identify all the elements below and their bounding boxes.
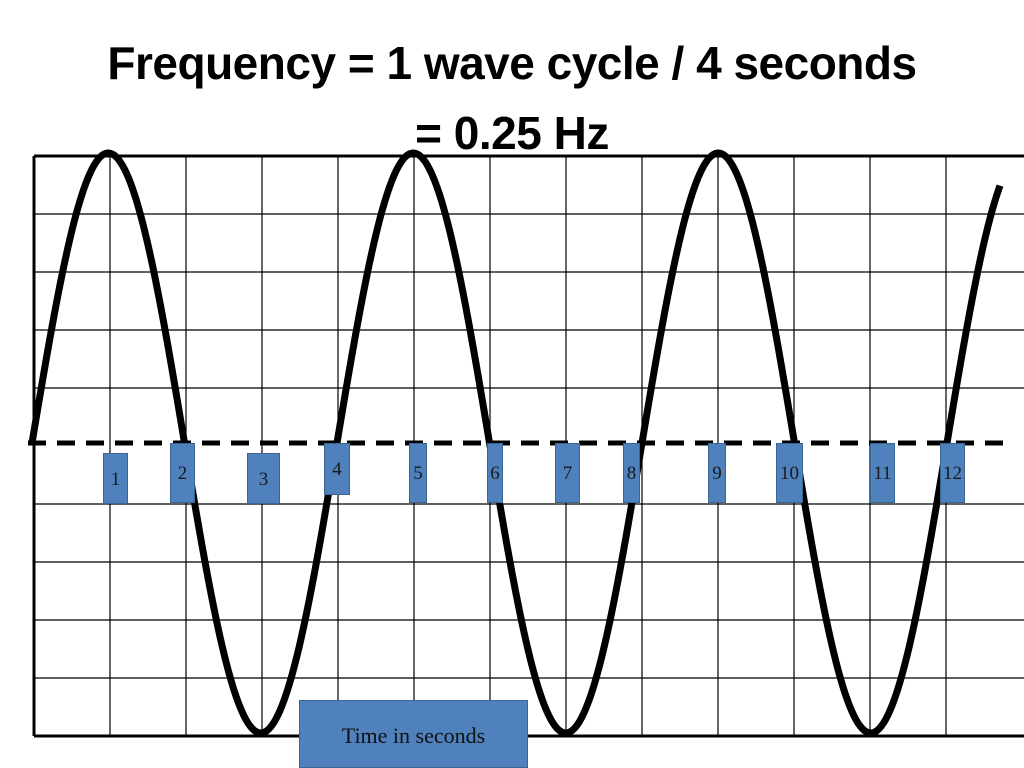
time-marker-8: 8: [623, 443, 640, 503]
time-marker-12: 12: [940, 443, 965, 503]
time-marker-4: 4: [324, 443, 350, 495]
time-marker-7: 7: [555, 443, 580, 503]
time-marker-1: 1: [103, 453, 128, 504]
time-marker-9: 9: [708, 443, 726, 503]
time-marker-6: 6: [487, 443, 503, 503]
time-axis-label: Time in seconds: [299, 700, 528, 768]
title-line-1: Frequency = 1 wave cycle / 4 seconds: [107, 37, 917, 89]
time-marker-10: 10: [776, 443, 803, 503]
time-marker-3: 3: [247, 453, 280, 504]
title-line-2: = 0.25 Hz: [415, 107, 609, 159]
time-marker-11: 11: [870, 443, 895, 503]
time-marker-2: 2: [170, 443, 195, 503]
time-marker-5: 5: [409, 443, 427, 503]
